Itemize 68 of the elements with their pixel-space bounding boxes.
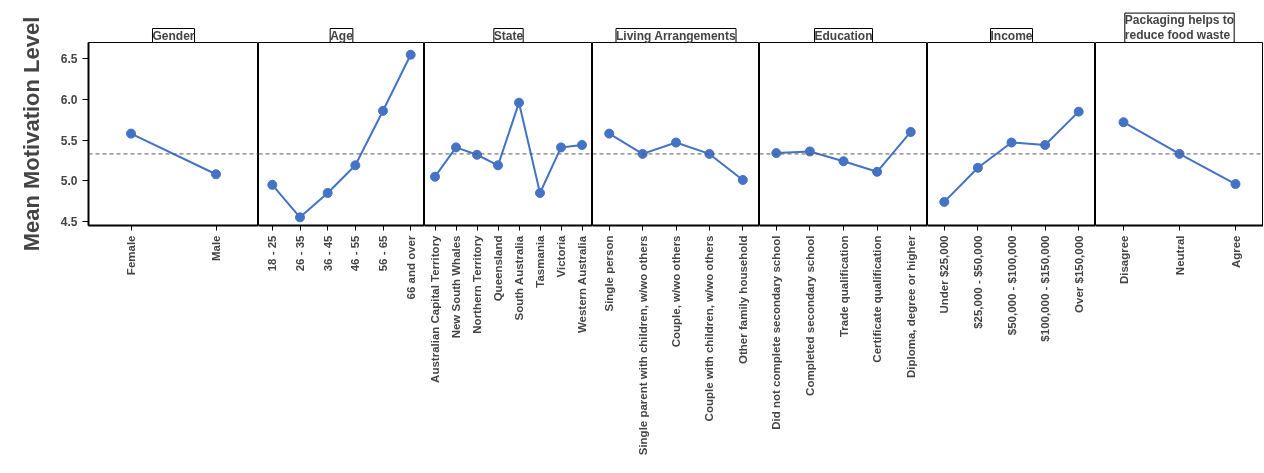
y-axis-title: Mean Motivation Level	[18, 16, 44, 252]
point	[1006, 137, 1017, 148]
x-tick-label: Northern Territory	[471, 234, 483, 334]
x-tick-label: Diploma, degree or higher	[904, 234, 917, 378]
point	[405, 49, 416, 60]
x-tick-label: $50,000 - $100,000	[1005, 235, 1018, 336]
point	[295, 212, 305, 223]
point	[577, 139, 587, 150]
x-tick-label: Completed secondary school	[803, 235, 816, 396]
point	[972, 162, 983, 173]
point	[905, 126, 916, 137]
x-tick-label: 18 - 25	[266, 234, 279, 272]
x-tick-label: 36 - 45	[321, 234, 334, 272]
x-tick-label: $25,000 - $50,000	[971, 235, 984, 329]
point	[322, 187, 333, 198]
point	[838, 156, 849, 167]
x-tick-label: Single person	[603, 235, 616, 312]
point	[535, 187, 545, 198]
point	[514, 97, 524, 108]
chart-title: Packaging helps to reduce food waste	[1124, 13, 1235, 43]
x-tick-label: Victoria	[555, 234, 567, 278]
x-tick-label: 26 - 35	[294, 234, 306, 272]
x-tick-label: Single parent with children, w/wo others	[636, 235, 649, 456]
x-tick-label: Certificate qualification	[871, 235, 884, 363]
x-tick-label: Other family household	[736, 235, 749, 364]
point	[378, 105, 388, 116]
x-tick-label: New South Whales	[450, 235, 462, 339]
x-tick-label: Neutral	[1173, 235, 1186, 276]
x-tick-label: Agree	[1229, 235, 1242, 269]
x-tick-label: Tasmania	[534, 234, 546, 288]
x-tick-label: 46 - 55	[349, 234, 362, 272]
point	[493, 160, 503, 171]
chart-title: Education	[814, 28, 873, 43]
point	[430, 171, 440, 182]
x-tick-label: Couple with children, w/wo others	[703, 235, 716, 422]
chart-title: Income	[990, 28, 1033, 43]
x-tick-label: Male	[210, 235, 222, 262]
x-tick-label: 56 - 65	[377, 234, 389, 272]
x-tick-label: Disagree	[1117, 235, 1130, 285]
y-tick-label: 4.5	[60, 214, 78, 229]
point	[267, 179, 278, 190]
x-tick-label: Under $25,000	[938, 235, 951, 314]
y-tick-label: 5.0	[60, 174, 78, 189]
point	[939, 196, 950, 207]
point	[1073, 106, 1084, 117]
point	[737, 174, 748, 185]
x-tick-label: Over $150,000	[1072, 235, 1085, 313]
x-tick-label: South Australia	[513, 235, 525, 321]
point	[671, 137, 681, 148]
x-tick-label: Female	[125, 235, 137, 276]
point	[350, 160, 361, 171]
x-tick-label: Couple, w/wo others	[670, 235, 682, 348]
y-tick-label: 6.5	[60, 52, 78, 67]
point	[451, 142, 461, 153]
x-tick-label: Western Australia	[576, 235, 588, 334]
x-tick-label: Trade qualification	[837, 235, 850, 338]
point	[1040, 139, 1051, 150]
point	[556, 142, 566, 153]
y-tick-label: 6.0	[60, 92, 78, 107]
x-tick-label: 66 and over	[404, 234, 417, 300]
x-tick-label: Queensland	[492, 235, 504, 302]
chart-title: State	[493, 28, 524, 43]
y-tick-label: 5.5	[60, 133, 78, 148]
point	[604, 128, 615, 139]
x-tick-label: Australian Capital Territory	[429, 234, 441, 383]
point	[872, 166, 883, 177]
x-tick-label: Did not complete secondary school	[770, 235, 783, 430]
x-tick-label: $100,000 - $150,000	[1039, 235, 1052, 342]
